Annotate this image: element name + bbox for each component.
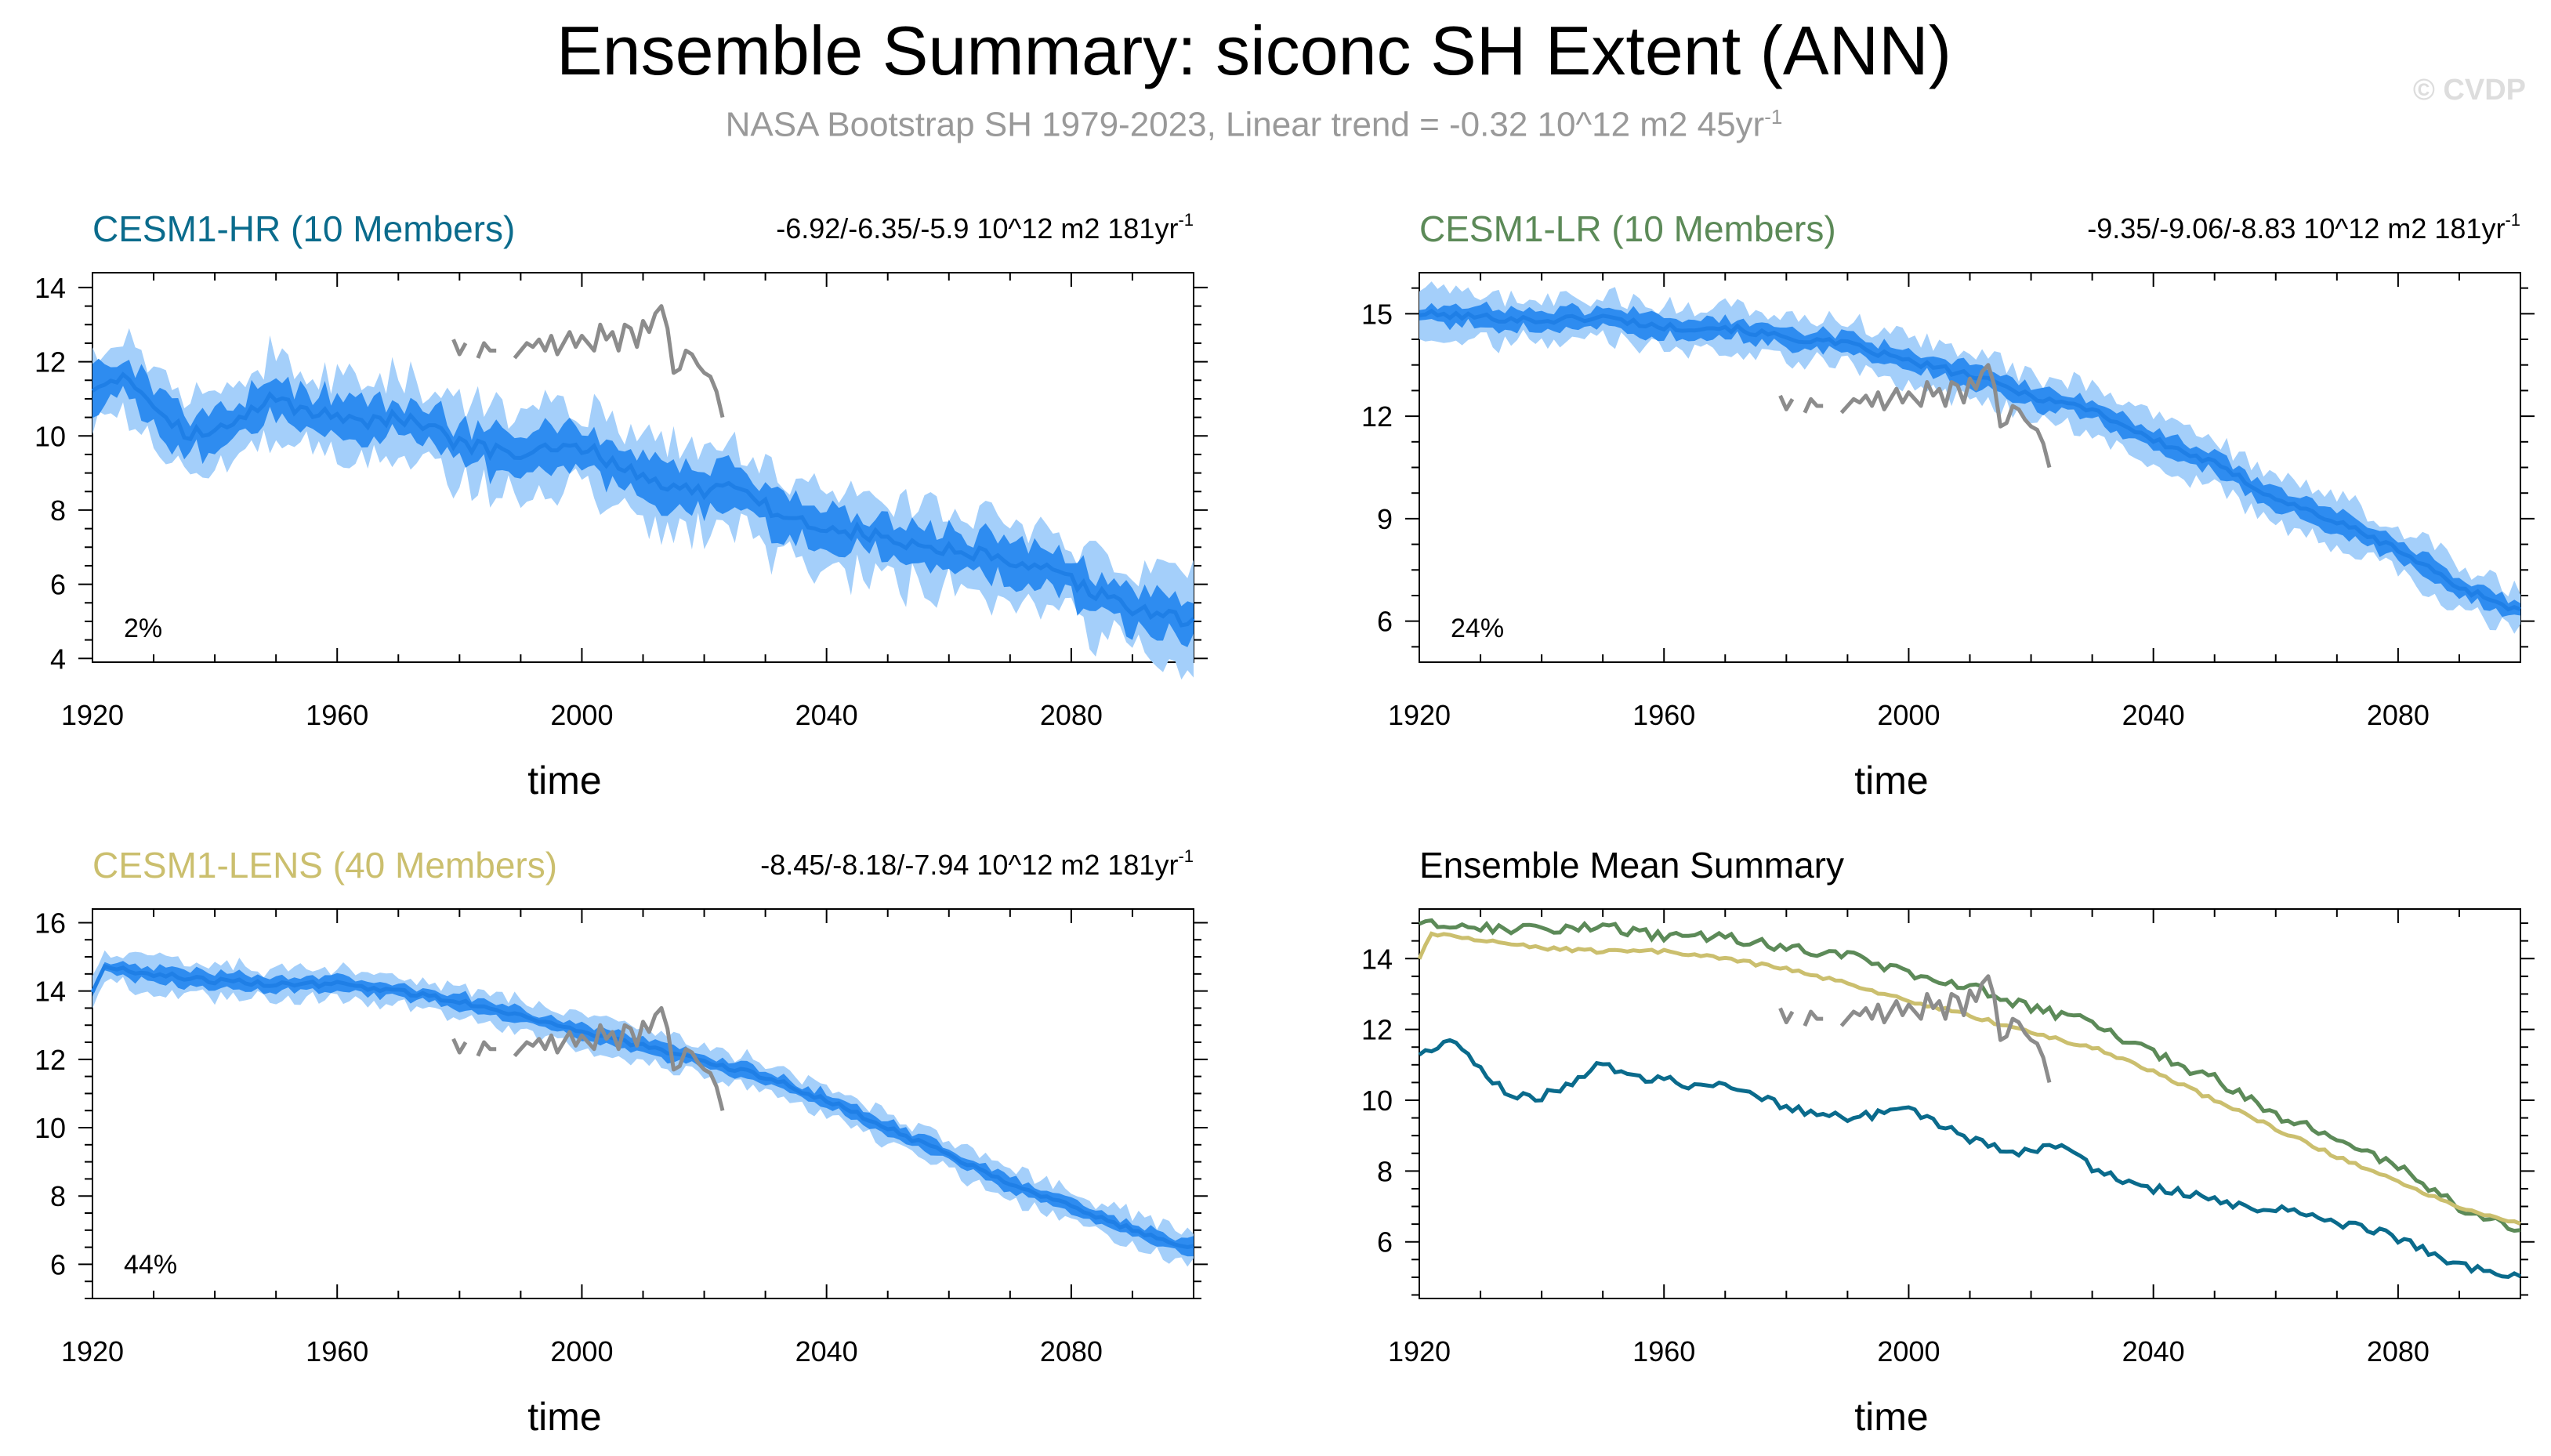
x-tick-label: 2000 <box>1877 1335 1940 1367</box>
y-tick-label: 8 <box>50 494 66 527</box>
x-tick-label: 1920 <box>61 699 124 731</box>
panel-cesm1-hr: CESM1-HR (10 Members) -6.92/-6.35/-5.9 10… <box>34 208 1208 802</box>
x-tick-label: 2080 <box>2367 699 2430 731</box>
y-tick-label: 14 <box>34 976 66 1008</box>
y-tick-label: 9 <box>1377 503 1393 535</box>
x-axis-label: time <box>527 1395 601 1439</box>
panel-cesm1-lens: CESM1-LENS (40 Members) -8.45/-8.18/-7.94… <box>34 845 1208 1439</box>
ensemble-mean-line <box>90 963 1194 1250</box>
ensemble-spread-band <box>92 358 1194 647</box>
x-tick-label: 1960 <box>306 1335 368 1367</box>
y-tick-label: 10 <box>34 1112 66 1144</box>
x-tick-label: 2000 <box>1877 699 1940 731</box>
x-tick-label: 2080 <box>1040 1335 1103 1367</box>
y-tick-label: 6 <box>1377 1226 1393 1259</box>
x-tick-label: 1920 <box>61 1335 124 1367</box>
observations-line <box>1778 363 2052 469</box>
y-tick-label: 6 <box>50 1248 66 1280</box>
y-tick-label: 12 <box>1361 400 1393 433</box>
x-tick-label: 1960 <box>1632 699 1695 731</box>
ensemble-spread-band <box>1419 301 2520 618</box>
y-tick-label: 8 <box>50 1180 66 1212</box>
x-tick-label: 2040 <box>795 1335 858 1367</box>
panel-title: Ensemble Mean Summary <box>1419 845 1844 886</box>
ensemble-range-band <box>92 328 1194 680</box>
trend-exponent: -1 <box>1178 846 1194 866</box>
x-tick-label: 2000 <box>550 1335 613 1367</box>
ensemble-range-band <box>92 950 1194 1267</box>
y-tick-label: 14 <box>1361 943 1393 975</box>
observations-line <box>1778 974 2052 1083</box>
x-axis-label: time <box>527 759 601 802</box>
x-axis-label: time <box>1854 759 1928 802</box>
panel-title: CESM1-LENS (40 Members) <box>92 845 557 886</box>
trend-text: -8.45/-8.18/-7.94 10^12 m2 181yr <box>760 849 1178 881</box>
trend-exponent: -1 <box>1178 210 1194 230</box>
x-tick-label: 1960 <box>1632 1335 1695 1367</box>
trend-text: -6.92/-6.35/-5.9 10^12 m2 181yr <box>776 212 1178 244</box>
panel-cesm1-lr: CESM1-LR (10 Members) -9.35/-9.06/-8.83 1… <box>1361 208 2535 802</box>
series-line-cesm1-lr <box>1419 918 2521 1233</box>
ensemble-range-band <box>1419 281 2520 634</box>
panel-ensemble-mean-summary: Ensemble Mean Summary 1920 1960 2000 2040 208… <box>1361 845 2535 1439</box>
y-tick-label: 12 <box>34 1044 66 1076</box>
y-tick-label: 14 <box>34 272 66 304</box>
trend-text: -9.35/-9.06/-8.83 10^12 m2 181yr <box>2087 212 2505 244</box>
y-tick-label: 12 <box>1361 1014 1393 1046</box>
percent-rank-label: 44% <box>124 1250 177 1280</box>
page-title: Ensemble Summary: siconc SH Extent (ANN) <box>556 12 1952 89</box>
percent-rank-label: 2% <box>124 614 162 643</box>
x-tick-label: 2000 <box>550 699 613 731</box>
trend-exponent: -1 <box>2505 210 2520 230</box>
series-line-cesm1-hr <box>1418 1038 2522 1280</box>
x-tick-label: 2040 <box>2122 1335 2185 1367</box>
series-line-cesm1-lens <box>1417 931 2521 1226</box>
trend-label: -6.92/-6.35/-5.9 10^12 m2 181yr-1 <box>776 210 1194 244</box>
trend-label: -8.45/-8.18/-7.94 10^12 m2 181yr-1 <box>760 846 1194 881</box>
trend-label: -9.35/-9.06/-8.83 10^12 m2 181yr-1 <box>2087 210 2520 244</box>
y-tick-label: 6 <box>1377 606 1393 638</box>
x-tick-label: 2080 <box>2367 1335 2430 1367</box>
x-tick-label: 2040 <box>795 699 858 731</box>
x-tick-label: 1960 <box>306 699 368 731</box>
y-tick-label: 6 <box>50 569 66 601</box>
y-tick-label: 16 <box>34 907 66 939</box>
x-axis-label: time <box>1854 1395 1928 1439</box>
ensemble-spread-band <box>92 961 1194 1257</box>
plot-frame <box>92 908 1194 1299</box>
y-tick-label: 15 <box>1361 298 1393 330</box>
x-tick-label: 1920 <box>1388 699 1451 731</box>
subtitle-text: NASA Bootstrap SH 1979-2023, Linear tren… <box>725 105 1765 144</box>
x-tick-label: 2080 <box>1040 699 1103 731</box>
y-tick-label: 10 <box>1361 1085 1393 1117</box>
percent-rank-label: 24% <box>1451 614 1504 643</box>
observations-line <box>451 1005 725 1111</box>
ensemble-mean-line <box>91 371 1195 628</box>
observations-line <box>451 304 725 418</box>
y-tick-label: 10 <box>34 420 66 452</box>
x-tick-label: 2040 <box>2122 699 2185 731</box>
panel-title: CESM1-LR (10 Members) <box>1419 208 1836 249</box>
page-subtitle: NASA Bootstrap SH 1979-2023, Linear tren… <box>0 105 2508 145</box>
y-tick-label: 4 <box>50 643 66 675</box>
panel-title: CESM1-HR (10 Members) <box>92 208 515 249</box>
y-tick-label: 8 <box>1377 1155 1393 1187</box>
x-tick-label: 1920 <box>1388 1335 1451 1367</box>
plot-frame <box>1419 908 2521 1299</box>
y-tick-label: 12 <box>34 346 66 378</box>
cvdp-watermark: © CVDP <box>2412 74 2526 107</box>
subtitle-exponent: -1 <box>1764 105 1783 129</box>
